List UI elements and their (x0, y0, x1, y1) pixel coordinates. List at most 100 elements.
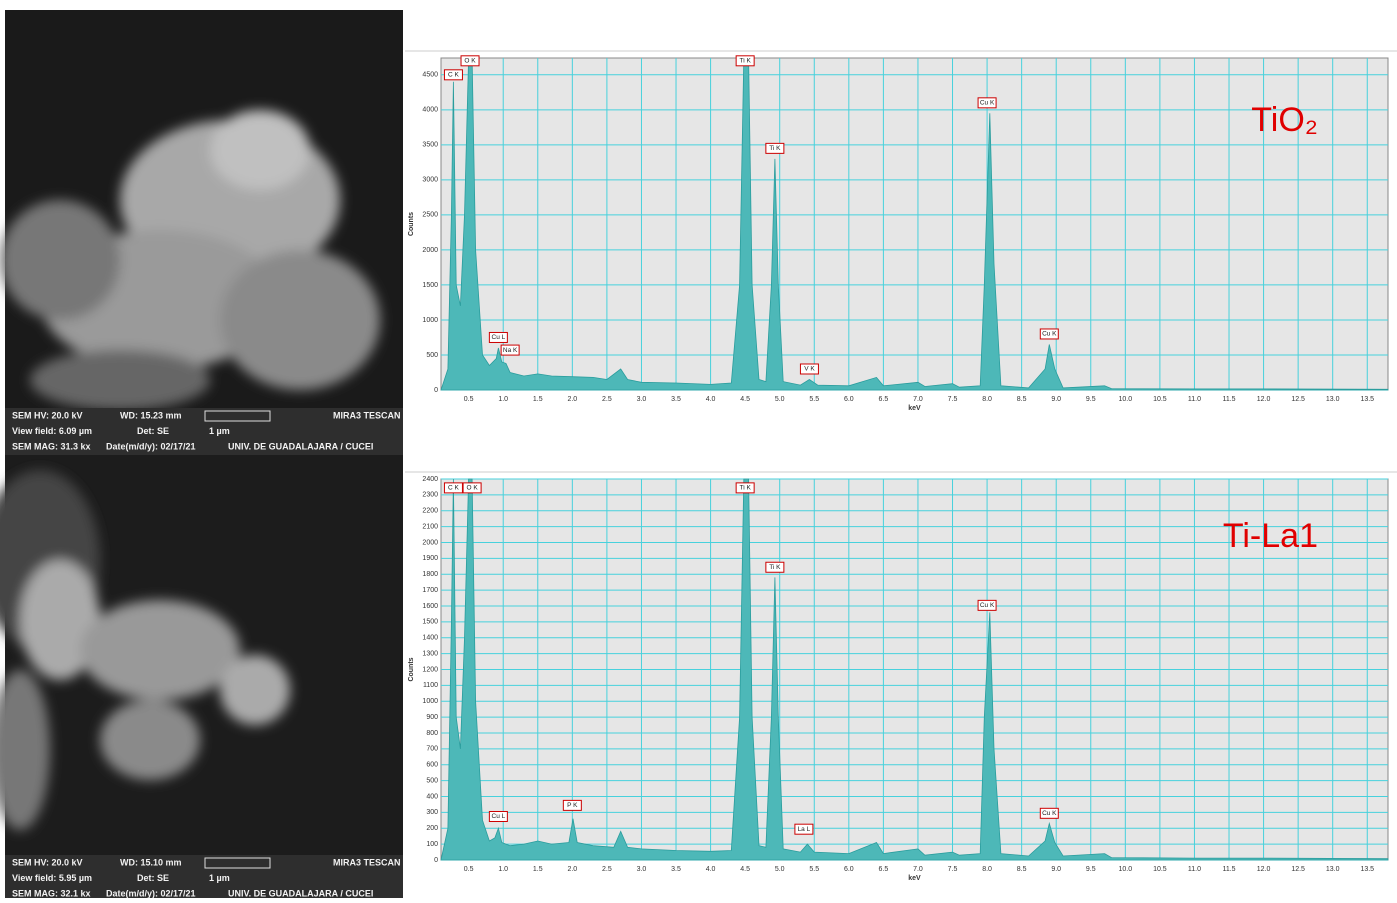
y-tick-label: 1000 (422, 698, 438, 705)
y-tick-label: 700 (426, 746, 438, 753)
peak-label: Na K (500, 344, 520, 356)
scale-bar (204, 410, 271, 422)
y-tick-label: 2500 (422, 212, 438, 219)
x-tick-label: 7.0 (913, 396, 923, 403)
info-text: 1 µm (209, 873, 230, 883)
x-tick-label: 9.5 (1086, 396, 1096, 403)
peak-label: La L (794, 823, 814, 835)
x-tick-label: 3.0 (637, 866, 647, 873)
peak-label-text: Ti K (769, 564, 781, 571)
x-tick-label: 12.0 (1257, 866, 1271, 873)
x-tick-label: 9.0 (1051, 396, 1061, 403)
y-tick-label: 400 (426, 793, 438, 800)
peak-label-box (1039, 328, 1059, 340)
peak-label-box (462, 482, 482, 494)
y-tick-label: 100 (426, 841, 438, 848)
x-tick-label: 9.5 (1086, 866, 1096, 873)
peak-label-box (443, 482, 463, 494)
peak-label: P K (562, 799, 582, 811)
y-tick-label: 3500 (422, 142, 438, 149)
info-text: Det: SE (137, 873, 169, 883)
y-axis-label: Counts (408, 212, 415, 236)
info-text: WD: 15.23 mm (120, 410, 182, 420)
x-tick-label: 11.0 (1188, 866, 1201, 873)
x-tick-label: 5.5 (809, 866, 819, 873)
sem-image (0, 455, 403, 855)
peak-label-box (500, 344, 520, 356)
peak-label-text: Cu K (1042, 331, 1057, 338)
info-text: SEM MAG: 31.3 kx (12, 441, 91, 451)
peak-label-text: Ti K (739, 58, 751, 65)
x-tick-label: 11.0 (1188, 396, 1201, 403)
chart-title: TiO₂ (1251, 101, 1318, 139)
y-tick-label: 1100 (423, 682, 438, 689)
y-tick-label: 2400 (422, 476, 438, 483)
peak-label-text: La L (798, 826, 811, 833)
info-text: Det: SE (137, 426, 169, 436)
info-text: SEM HV: 20.0 kV (12, 857, 83, 867)
y-tick-label: 300 (426, 809, 438, 816)
info-text: SEM HV: 20.0 kV (12, 410, 83, 420)
y-tick-label: 200 (426, 825, 438, 832)
x-tick-label: 1.5 (533, 396, 543, 403)
peak-label-box (794, 823, 814, 835)
x-tick-label: 13.5 (1360, 866, 1374, 873)
x-tick-label: 8.0 (982, 866, 992, 873)
peak-label: O K (462, 482, 482, 494)
y-tick-label: 1400 (422, 635, 438, 642)
x-tick-label: 13.0 (1326, 396, 1340, 403)
peak-label: Ti K (765, 142, 785, 154)
info-text: WD: 15.10 mm (120, 857, 182, 867)
peak-label: Ti K (735, 482, 755, 494)
peak-label-box (977, 599, 997, 611)
x-tick-label: 3.0 (637, 396, 647, 403)
y-tick-label: 1500 (422, 282, 438, 289)
spectrum-area (440, 57, 1389, 391)
peak-label-text: Cu L (492, 813, 506, 820)
x-tick-label: 12.5 (1291, 396, 1305, 403)
peak-label: C K (443, 482, 463, 494)
peak-label-text: Cu K (980, 100, 995, 107)
chart-title: Ti-La1 (1223, 517, 1318, 555)
sem-image (0, 10, 403, 410)
peak-label: Cu K (977, 599, 997, 611)
info-text: Date(m/d/y): 02/17/21 (106, 441, 196, 451)
x-tick-label: 6.5 (879, 396, 889, 403)
x-tick-label: 7.5 (948, 396, 958, 403)
peak-label-text: Ti K (769, 145, 781, 152)
x-tick-label: 4.0 (706, 866, 716, 873)
y-tick-label: 900 (426, 714, 438, 721)
peak-label-box (460, 55, 480, 67)
y-tick-label: 600 (426, 762, 438, 769)
x-tick-label: 7.5 (948, 866, 958, 873)
y-tick-label: 500 (426, 352, 438, 359)
peak-label-box (1039, 807, 1059, 819)
y-tick-label: 0 (434, 387, 438, 394)
peak-label-box (488, 810, 508, 822)
peak-label-text: C K (448, 72, 460, 79)
info-text: UNIV. DE GUADALAJARA / CUCEI (228, 441, 373, 451)
y-tick-label: 800 (426, 730, 438, 737)
info-text: MIRA3 TESCAN (333, 857, 401, 867)
x-tick-label: 1.0 (498, 866, 508, 873)
y-tick-label: 1300 (422, 650, 438, 657)
x-tick-label: 9.0 (1051, 866, 1061, 873)
x-tick-label: 8.0 (982, 396, 992, 403)
info-bar (5, 855, 403, 898)
x-tick-label: 12.5 (1291, 866, 1305, 873)
peak-label: Ti K (735, 55, 755, 67)
y-tick-label: 4500 (422, 72, 438, 79)
x-tick-label: 6.0 (844, 866, 854, 873)
x-tick-label: 4.0 (706, 396, 716, 403)
y-tick-label: 2000 (422, 539, 438, 546)
peak-label: C K (443, 69, 463, 81)
x-tick-label: 4.5 (740, 396, 750, 403)
peak-label: Cu L (488, 331, 508, 343)
peak-label: V K (799, 363, 819, 375)
x-tick-label: 3.5 (671, 866, 681, 873)
peak-label-box (735, 55, 755, 67)
x-tick-label: 6.5 (879, 866, 889, 873)
peak-label-text: Cu K (980, 602, 995, 609)
peak-label-text: Na K (503, 347, 518, 354)
y-tick-label: 2000 (422, 247, 438, 254)
